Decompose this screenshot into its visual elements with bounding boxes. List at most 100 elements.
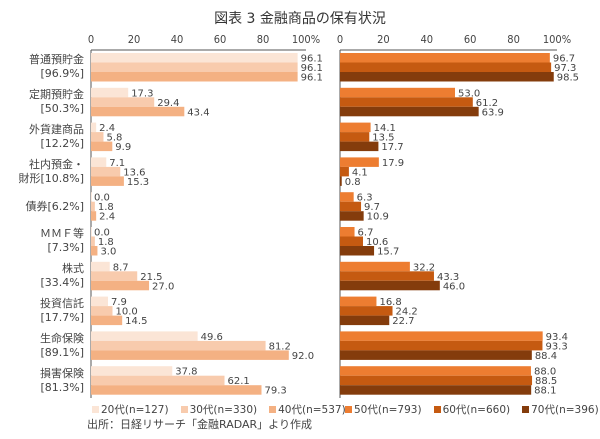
- bar: [91, 192, 92, 202]
- bar: [340, 385, 532, 395]
- legend-swatch: [522, 406, 530, 413]
- bar: [340, 141, 379, 152]
- bar: [91, 340, 266, 351]
- data-label: 37.8: [175, 367, 197, 378]
- tick-label: 60: [214, 33, 227, 46]
- bar: [340, 106, 479, 117]
- bar: [340, 211, 364, 221]
- data-label: 88.5: [535, 376, 557, 387]
- chart-title: 図表 3 金融商品の保有状況: [214, 11, 386, 27]
- legend-label: 60代(n=660): [442, 404, 511, 416]
- bar: [340, 201, 362, 212]
- data-label: 88.0: [534, 367, 556, 378]
- bar: [91, 201, 95, 212]
- data-label: 53.0: [458, 88, 480, 99]
- bar: [340, 166, 349, 177]
- tick-label: 20: [377, 33, 390, 46]
- legend-left: 20代(n=127) 30代(n=330) 40代(n=537): [92, 402, 346, 417]
- bar: [91, 157, 107, 167]
- legend-item: 20代(n=127): [92, 402, 169, 417]
- data-label: 13.6: [123, 167, 145, 178]
- bar: [91, 315, 123, 326]
- data-label: 6.7: [358, 228, 374, 239]
- data-label: 9.7: [364, 202, 380, 213]
- data-label: 27.0: [152, 281, 174, 292]
- data-label: 1.8: [98, 237, 114, 248]
- bar: [340, 72, 554, 82]
- category-label: 外貨建商品 [12.2%]: [29, 123, 84, 150]
- bar: [91, 375, 225, 386]
- bar: [340, 271, 434, 281]
- bar: [340, 62, 552, 72]
- tick-label: 100%: [292, 33, 320, 46]
- bar: [91, 87, 129, 98]
- data-label: 7.1: [109, 158, 125, 169]
- data-label: 24.2: [396, 307, 418, 318]
- bar: [91, 246, 98, 256]
- bar: [340, 176, 342, 186]
- bar: [91, 122, 97, 133]
- data-label: 14.1: [374, 123, 396, 134]
- data-label: 17.3: [131, 88, 153, 99]
- data-label: 43.3: [437, 272, 459, 283]
- bar: [91, 227, 92, 237]
- category-label: 債券[6.2%]: [25, 199, 84, 213]
- bar: [340, 97, 473, 107]
- bar: [340, 132, 370, 142]
- data-label: 96.1: [301, 54, 323, 65]
- data-label: 93.4: [546, 332, 568, 343]
- legend-item: 40代(n=537): [269, 402, 346, 417]
- legend-swatch: [345, 406, 352, 413]
- bar: [91, 306, 113, 316]
- bar: [340, 192, 354, 202]
- bar: [340, 261, 410, 272]
- data-label: 2.4: [99, 212, 115, 223]
- bar: [340, 236, 364, 246]
- data-label: 22.7: [392, 316, 414, 327]
- data-label: 10.9: [367, 212, 389, 223]
- tick-label: 20: [128, 33, 141, 46]
- legend-swatch: [269, 406, 277, 413]
- bar: [340, 340, 543, 351]
- bar: [91, 141, 113, 152]
- bar: [91, 53, 298, 63]
- data-label: 17.9: [382, 158, 404, 169]
- bar: [91, 72, 298, 82]
- legend-label: 50代(n=793): [354, 404, 422, 416]
- data-label: 1.8: [98, 202, 114, 213]
- data-label: 93.3: [545, 341, 567, 352]
- data-label: 92.0: [292, 351, 314, 362]
- bar: [340, 306, 393, 316]
- data-label: 46.0: [443, 281, 465, 292]
- legend-swatch: [433, 406, 441, 413]
- legend-right: 50代(n=793) 60代(n=660) 70代(n=396): [345, 402, 599, 417]
- category-label: 損害保険 [81.3%]: [40, 366, 84, 394]
- tick-label: 80: [257, 33, 270, 46]
- category-label: 株式 [33.4%]: [40, 262, 84, 290]
- data-label: 79.3: [264, 386, 286, 397]
- data-label: 88.4: [535, 351, 557, 362]
- data-label: 61.2: [476, 98, 498, 109]
- data-label: 14.5: [125, 316, 147, 327]
- bar: [91, 280, 150, 291]
- legend-label: 70代(n=396): [531, 404, 599, 416]
- legend-item: 70代(n=396): [522, 402, 599, 417]
- data-label: 8.7: [113, 262, 129, 273]
- data-label: 7.9: [111, 297, 127, 308]
- data-label: 9.9: [115, 142, 131, 153]
- bar: [91, 62, 298, 72]
- data-label: 10.6: [366, 237, 388, 248]
- bar: [91, 132, 104, 142]
- bar: [340, 122, 371, 133]
- data-label: 62.1: [228, 376, 250, 387]
- data-label: 98.5: [557, 73, 579, 84]
- legend-item: 60代(n=660): [433, 402, 511, 417]
- data-label: 96.7: [553, 54, 575, 65]
- bar: [91, 261, 110, 272]
- bar: [340, 315, 390, 326]
- bar: [340, 87, 456, 98]
- data-label: 43.4: [187, 107, 209, 118]
- legend-label: 40代(n=537): [278, 404, 346, 416]
- tick-label: 100%: [543, 33, 571, 46]
